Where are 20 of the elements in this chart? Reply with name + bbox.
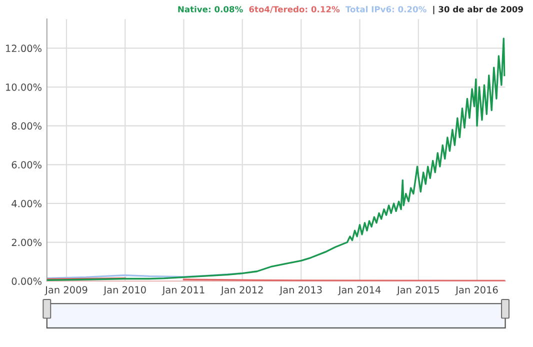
x-tick-label: Jan 2016 [455, 286, 498, 296]
x-tick-label: Jan 2015 [396, 286, 439, 296]
x-tick-label: Jan 2011 [162, 286, 204, 296]
x-tick-label: Jan 2010 [103, 286, 146, 296]
y-tick-label: 6.00% [12, 161, 42, 168]
y-tick-label: 10.00% [6, 83, 42, 91]
text: Total IPv6: 0.20% [345, 6, 426, 12]
x-tick-label: Jan 2009 [44, 286, 88, 296]
text: | 30 de abr de 2009 [433, 6, 523, 14]
text: Native: 0.08% [178, 6, 243, 12]
line-series [46, 38, 506, 281]
x-tick-label: Jan 2013 [279, 286, 322, 296]
y-tick-label: 8.00% [12, 122, 42, 130]
y-tick-label: 12.00% [6, 44, 42, 52]
y-tick-label: 2.00% [12, 238, 42, 246]
x-tick-label: Jan 2014 [338, 286, 381, 296]
y-tick-label: 4.00% [12, 200, 42, 208]
text: 6to4/Teredo: 0.12% [249, 6, 340, 14]
x-tick-label: Jan 2012 [220, 286, 263, 296]
y-tick-label: 0.00% [12, 278, 42, 285]
